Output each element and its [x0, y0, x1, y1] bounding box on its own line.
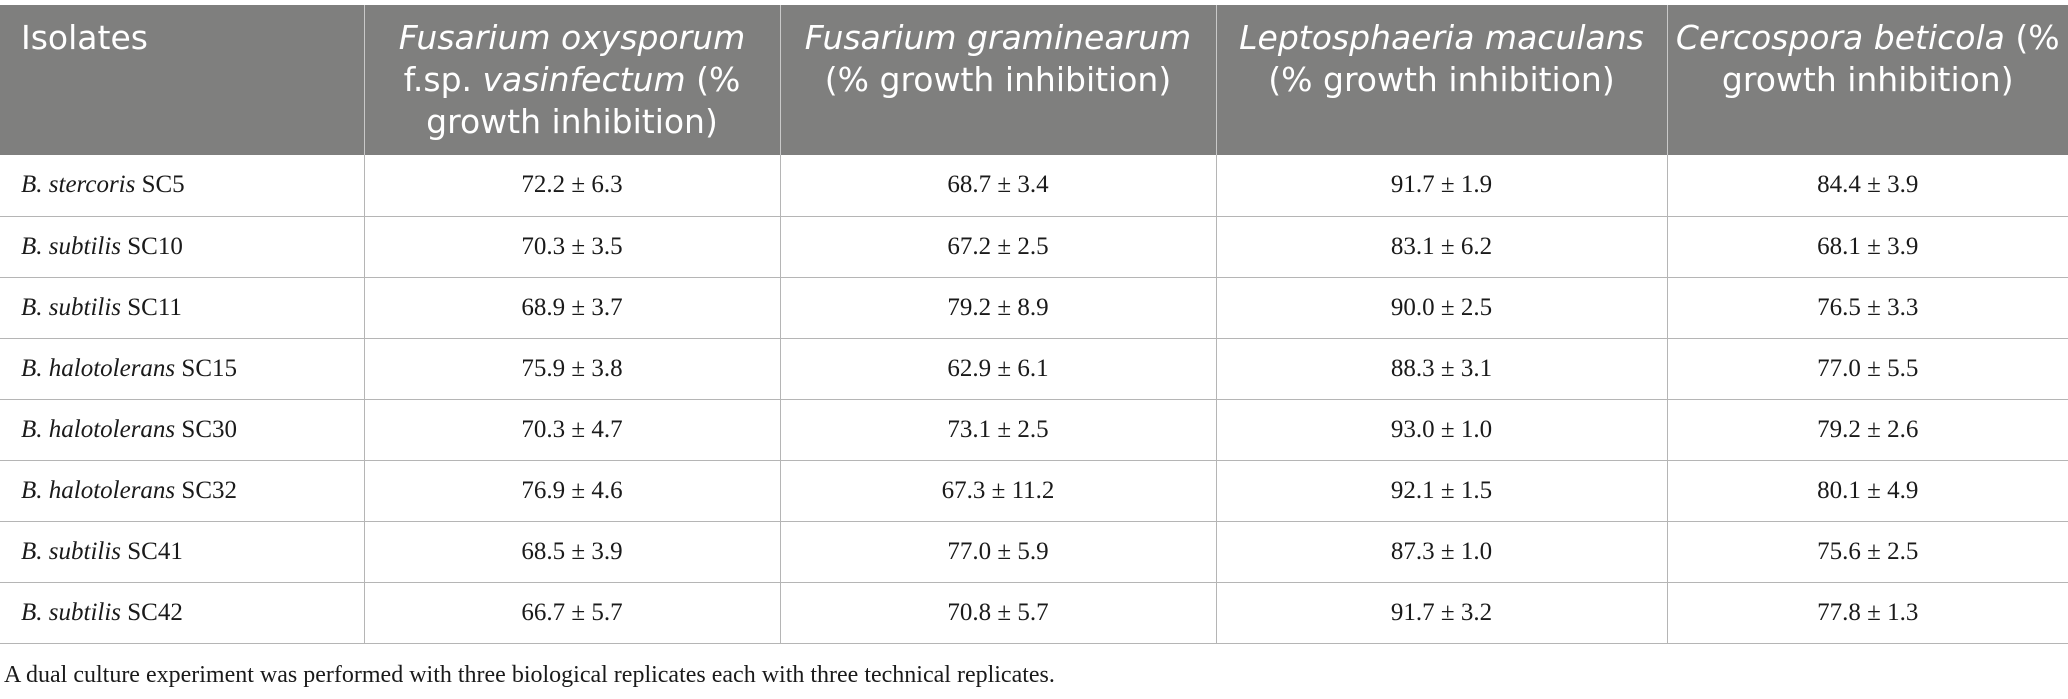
isolate-cell: B. halotolerans SC30 — [0, 399, 364, 461]
table-row: B. subtilis SC42 66.7 ± 5.7 70.8 ± 5.7 91.7… — [0, 582, 2068, 644]
isolate-cell: B. subtilis SC42 — [0, 582, 364, 644]
inhibition-value-cell: 68.9 ± 3.7 — [363, 277, 780, 339]
header-col1-rest: (% growth inhibition) — [426, 60, 741, 141]
header-fusarium-oxysporum: Fusarium oxysporum f.sp. vasinfectum (% g… — [363, 5, 780, 155]
table-body: B. stercoris SC5 72.2 ± 6.3 68.7 ± 3.4 91.7… — [0, 155, 2068, 644]
inhibition-value-cell: 77.0 ± 5.5 — [1666, 338, 2068, 400]
inhibition-value-cell: 66.7 ± 5.7 — [363, 582, 780, 644]
inhibition-value-cell: 77.8 ± 1.3 — [1666, 582, 2068, 644]
header-col4-italic: Cercospora beticola — [1675, 18, 2005, 57]
header-row: Isolates Fusarium oxysporum f.sp. vasinfe… — [0, 5, 2068, 155]
inhibition-value-cell: 76.9 ± 4.6 — [363, 460, 780, 522]
isolate-cell: B. subtilis SC41 — [0, 521, 364, 583]
inhibition-value-cell: 91.7 ± 3.2 — [1215, 582, 1667, 644]
isolate-cell: B. subtilis SC11 — [0, 277, 364, 339]
inhibition-value-cell: 91.7 ± 1.9 — [1215, 155, 1667, 217]
header-col3-italic: Leptosphaeria maculans — [1239, 18, 1644, 57]
inhibition-value-cell: 75.6 ± 2.5 — [1666, 521, 2068, 583]
isolate-cell: B. subtilis SC10 — [0, 216, 364, 278]
isolate-cell: B. stercoris SC5 — [0, 155, 364, 217]
inhibition-value-cell: 67.2 ± 2.5 — [779, 216, 1216, 278]
table-row: B. subtilis SC11 68.9 ± 3.7 79.2 ± 8.9 90.0… — [0, 277, 2068, 339]
header-col1-italic2: vasinfectum — [482, 60, 686, 99]
header-col1-italic: Fusarium oxysporum — [398, 18, 746, 57]
isolate-strain: SC30 — [175, 415, 238, 443]
table-header: Isolates Fusarium oxysporum f.sp. vasinfe… — [0, 5, 2068, 155]
header-col2-rest: (% growth inhibition) — [824, 60, 1172, 99]
inhibition-value-cell: 76.5 ± 3.3 — [1666, 277, 2068, 339]
inhibition-value-cell: 73.1 ± 2.5 — [779, 399, 1216, 461]
table-row: B. halotolerans SC30 70.3 ± 4.7 73.1 ± 2.5… — [0, 399, 2068, 461]
isolate-species: B. subtilis — [21, 598, 122, 626]
header-col1-mid: f.sp. — [403, 60, 483, 99]
inhibition-value-cell: 77.0 ± 5.9 — [779, 521, 1216, 583]
header-cercospora-beticola: Cercospora beticola (% growth inhibition… — [1666, 5, 2068, 155]
isolate-species: B. halotolerans — [21, 476, 176, 504]
inhibition-value-cell: 92.1 ± 1.5 — [1215, 460, 1667, 522]
inhibition-value-cell: 79.2 ± 2.6 — [1666, 399, 2068, 461]
header-col4-rest: (% growth inhibition) — [1721, 18, 2060, 99]
isolate-cell: B. halotolerans SC32 — [0, 460, 364, 522]
table-row: B. stercoris SC5 72.2 ± 6.3 68.7 ± 3.4 91.7… — [0, 155, 2068, 217]
inhibition-value-cell: 93.0 ± 1.0 — [1215, 399, 1667, 461]
inhibition-value-cell: 62.9 ± 6.1 — [779, 338, 1216, 400]
inhibition-value-cell: 90.0 ± 2.5 — [1215, 277, 1667, 339]
isolate-strain: SC10 — [121, 232, 183, 260]
inhibition-value-cell: 72.2 ± 6.3 — [363, 155, 780, 217]
table-row: B. subtilis SC10 70.3 ± 3.5 67.2 ± 2.5 83.1… — [0, 216, 2068, 278]
table-row: B. halotolerans SC32 76.9 ± 4.6 67.3 ± 11.… — [0, 460, 2068, 522]
isolate-species: B. stercoris — [21, 171, 136, 199]
header-isolates-label: Isolates — [21, 18, 148, 57]
inhibition-value-cell: 80.1 ± 4.9 — [1666, 460, 2068, 522]
inhibition-value-cell: 84.4 ± 3.9 — [1666, 155, 2068, 217]
inhibition-value-cell: 88.3 ± 3.1 — [1215, 338, 1667, 400]
inhibition-value-cell: 79.2 ± 8.9 — [779, 277, 1216, 339]
isolate-species: B. halotolerans — [21, 415, 176, 443]
inhibition-value-cell: 87.3 ± 1.0 — [1215, 521, 1667, 583]
isolate-species: B. subtilis — [21, 293, 122, 321]
isolate-cell: B. halotolerans SC15 — [0, 338, 364, 400]
inhibition-value-cell: 83.1 ± 6.2 — [1215, 216, 1667, 278]
header-leptosphaeria-maculans: Leptosphaeria maculans (% growth inhibit… — [1215, 5, 1667, 155]
header-col3-rest: (% growth inhibition) — [1268, 60, 1615, 99]
header-col2-italic: Fusarium graminearum — [804, 18, 1192, 57]
isolate-strain: SC5 — [135, 171, 185, 199]
isolate-strain: SC32 — [175, 476, 238, 504]
table-footnote: A dual culture experiment was performed … — [4, 662, 1055, 688]
table-row: B. subtilis SC41 68.5 ± 3.9 77.0 ± 5.9 87.3… — [0, 521, 2068, 583]
inhibition-value-cell: 75.9 ± 3.8 — [363, 338, 780, 400]
isolate-species: B. subtilis — [21, 232, 122, 260]
inhibition-value-cell: 68.5 ± 3.9 — [363, 521, 780, 583]
isolate-species: B. subtilis — [21, 537, 122, 565]
table-row: B. halotolerans SC15 75.9 ± 3.8 62.9 ± 6.1… — [0, 338, 2068, 400]
isolate-strain: SC42 — [121, 598, 183, 626]
header-isolates: Isolates — [0, 5, 364, 155]
inhibition-value-cell: 70.3 ± 3.5 — [363, 216, 780, 278]
inhibition-value-cell: 70.8 ± 5.7 — [779, 582, 1216, 644]
inhibition-value-cell: 67.3 ± 11.2 — [779, 460, 1216, 522]
inhibition-value-cell: 70.3 ± 4.7 — [363, 399, 780, 461]
header-fusarium-graminearum: Fusarium graminearum (% growth inhibitio… — [779, 5, 1216, 155]
isolate-species: B. halotolerans — [21, 354, 176, 382]
inhibition-value-cell: 68.7 ± 3.4 — [779, 155, 1216, 217]
isolate-strain: SC41 — [121, 537, 183, 565]
inhibition-table: Isolates Fusarium oxysporum f.sp. vasinfe… — [0, 5, 2068, 644]
inhibition-value-cell: 68.1 ± 3.9 — [1666, 216, 2068, 278]
isolate-strain: SC11 — [121, 293, 182, 321]
isolate-strain: SC15 — [175, 354, 238, 382]
